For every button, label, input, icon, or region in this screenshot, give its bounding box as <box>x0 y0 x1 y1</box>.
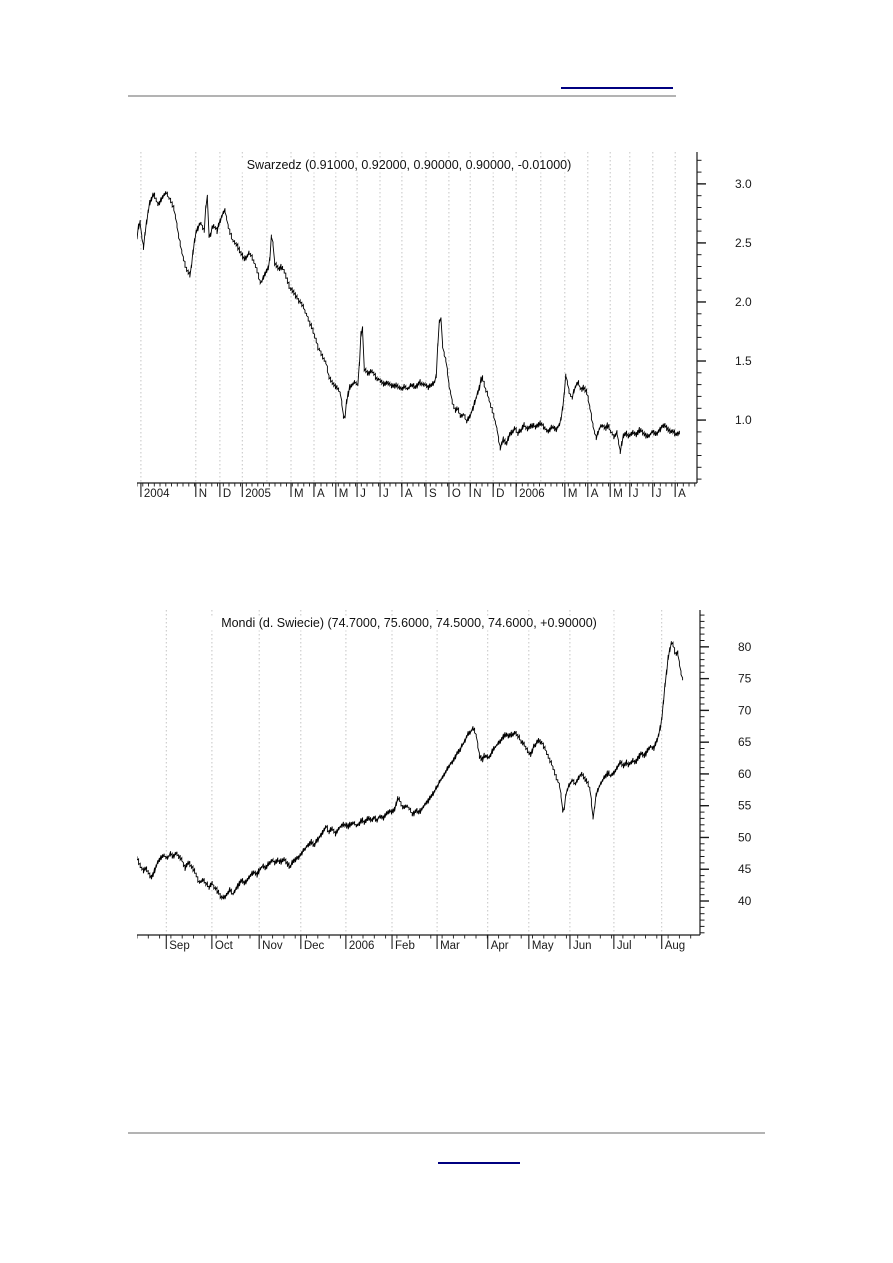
title-backing <box>235 157 583 173</box>
x-axis-label: Aug <box>665 940 685 952</box>
price-series <box>137 191 680 455</box>
month-gridlines <box>165 610 663 935</box>
x-axis-label: 2005 <box>245 488 271 500</box>
x-axis-label: 2006 <box>519 488 545 500</box>
chart-title: Swarzedz (0.91000, 0.92000, 0.90000, 0.9… <box>247 158 572 172</box>
x-axis-label: Oct <box>215 940 234 952</box>
y-axis-label: 1.0 <box>735 413 752 427</box>
x-axis-label: J <box>360 488 366 500</box>
x-ticks: Sep Oct Nov Dec 2006 Feb Mar Apr May Jun Jul Aug <box>165 935 685 952</box>
title-backing <box>204 615 614 631</box>
chart-canvas: 80 75 70 65 60 55 50 45 40 Sep Oct Nov Dec 2006 Feb Mar… <box>137 610 752 952</box>
y-axis-label: 80 <box>738 640 752 654</box>
x-axis-label: M <box>339 488 349 500</box>
y-axis-label: 55 <box>738 799 752 813</box>
x-minor-ticks <box>137 483 696 487</box>
x-axis-label: J <box>383 488 389 500</box>
x-axis-label: M <box>568 488 578 500</box>
y-axis-label: 65 <box>738 735 752 749</box>
axes <box>137 610 701 936</box>
x-axis-label: Feb <box>395 940 415 952</box>
y-tick-labels: 3.0 2.5 2.0 1.5 1.0 <box>735 177 752 427</box>
y-axis-label: 40 <box>738 894 752 908</box>
x-axis-label: Sep <box>169 940 189 952</box>
x-axis-label: Nov <box>262 940 283 952</box>
price-chart-swarzedz: 3.0 2.5 2.0 1.5 1.0 2004 N D 2005 M A M J J A S O N D 2006 M… <box>137 142 777 514</box>
x-axis-label: D <box>496 488 504 500</box>
x-axis-label: J <box>656 488 662 500</box>
x-axis-label: Mar <box>440 940 460 952</box>
x-axis-label: Jul <box>617 940 632 952</box>
x-axis-label: M <box>613 488 623 500</box>
x-axis-label: D <box>223 488 231 500</box>
x-axis-label: M <box>294 488 304 500</box>
x-axis-label: A <box>317 488 325 500</box>
footer-link[interactable] <box>438 1162 520 1164</box>
y-axis-label: 50 <box>738 830 752 844</box>
x-ticks: 2004 N D 2005 M A M J J A S O N D 2006 M A M J J A <box>140 483 686 500</box>
y-axis-label: 2.0 <box>735 295 752 309</box>
y-axis-label: 70 <box>738 703 752 717</box>
x-minor-ticks <box>137 935 692 939</box>
x-axis-label: May <box>532 940 554 952</box>
y-axis-label: 2.5 <box>735 236 752 250</box>
x-axis-label: Jun <box>573 940 592 952</box>
x-axis-label: Apr <box>491 940 509 952</box>
x-axis-label: A <box>405 488 413 500</box>
y-axis-label: 75 <box>738 672 752 686</box>
price-chart-mondi: 80 75 70 65 60 55 50 45 40 Sep Oct Nov Dec 2006 Feb Mar… <box>137 598 777 970</box>
x-axis-label: N <box>473 488 481 500</box>
chart-title: Mondi (d. Swiecie) (74.7000, 75.6000, 74… <box>221 616 597 630</box>
price-series <box>137 641 684 901</box>
y-axis-label: 45 <box>738 862 752 876</box>
y-axis-label: 3.0 <box>735 177 752 191</box>
y-axis-label: 1.5 <box>735 354 752 368</box>
footer-divider <box>128 1132 765 1134</box>
y-ticks <box>697 159 706 480</box>
header-divider <box>128 95 676 97</box>
x-axis-label: A <box>678 488 686 500</box>
y-tick-labels: 80 75 70 65 60 55 50 45 40 <box>738 640 752 908</box>
y-axis-label: 60 <box>738 767 752 781</box>
header-link[interactable] <box>561 87 673 89</box>
x-axis-label: A <box>591 488 599 500</box>
x-axis-label: N <box>199 488 207 500</box>
axes <box>137 152 698 484</box>
x-axis-label: J <box>633 488 639 500</box>
x-axis-label: S <box>429 488 437 500</box>
month-gridlines <box>140 152 676 483</box>
x-axis-label: 2006 <box>349 940 375 952</box>
y-ticks <box>700 614 709 934</box>
x-axis-label: O <box>452 488 461 500</box>
x-axis-label: Dec <box>304 940 325 952</box>
x-axis-label: 2004 <box>144 488 170 500</box>
